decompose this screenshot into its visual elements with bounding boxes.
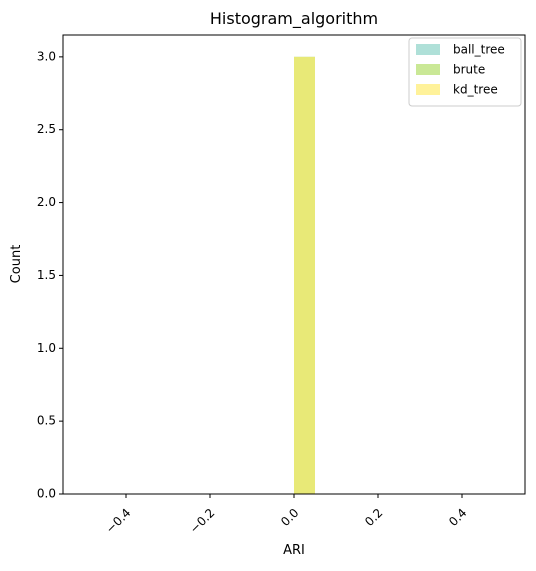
legend-label-brute: brute [453,63,485,77]
y-tick-label: 3.0 [37,49,56,63]
histogram-bar-kd_tree-0 [294,56,315,495]
legend-label-kd_tree: kd_tree [453,83,498,97]
x-axis-label: ARI [283,543,305,558]
y-axis: 0.0 0.5 1.0 1.5 2.0 2.5 3.0 [37,49,63,501]
legend-swatch-kd_tree [416,84,440,95]
x-tick-label: 0.2 [362,506,385,529]
y-tick-label: 0.5 [37,414,56,428]
y-axis-label: Count [9,245,24,284]
x-tick-label: −0.4 [103,506,134,537]
legend-label-ball_tree: ball_tree [453,43,505,57]
histogram-bars [294,56,315,495]
x-axis: −0.4 −0.2 0.0 0.2 0.4 [103,494,469,537]
x-tick-label: 0.4 [446,506,469,529]
x-tick-label: −0.2 [187,506,218,537]
y-tick-label: 2.0 [37,195,56,209]
y-tick-label: 0.0 [37,487,56,501]
plot-area [62,34,526,495]
legend-swatch-ball_tree [416,44,440,55]
legend-swatch-brute [416,64,440,75]
y-tick-label: 1.0 [37,341,56,355]
y-tick-label: 2.5 [37,122,56,136]
x-tick-label: 0.0 [278,506,301,529]
y-tick-label: 1.5 [37,268,56,282]
chart-title: Histogram_algorithm [210,9,378,29]
